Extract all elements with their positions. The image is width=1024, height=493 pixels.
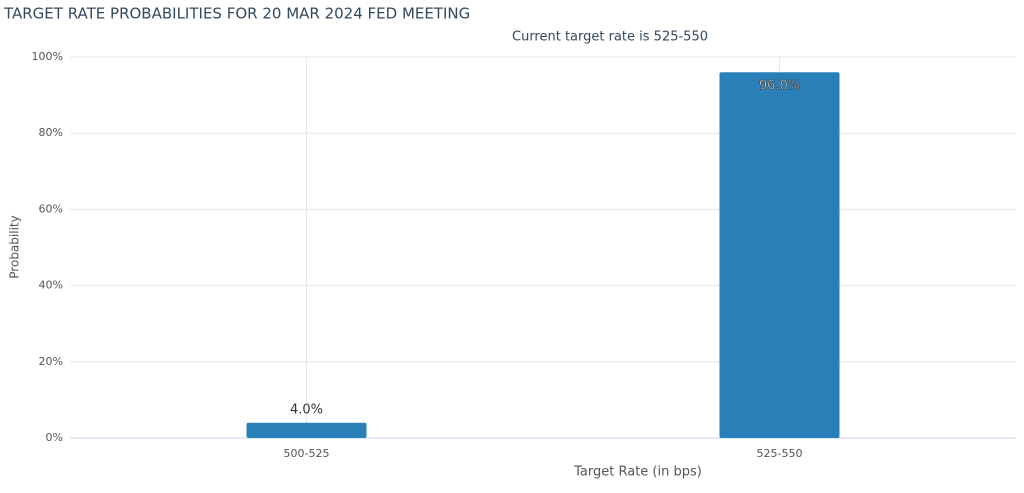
- y-tick-label: 40%: [39, 279, 63, 292]
- y-tick-label: 20%: [39, 355, 63, 368]
- x-tick-label: 525-550: [757, 447, 803, 460]
- y-tick-label: 60%: [39, 202, 63, 215]
- data-label: 96.0%: [759, 79, 800, 94]
- y-tick-label: 80%: [39, 126, 63, 139]
- chart-title: TARGET RATE PROBABILITIES FOR 20 MAR 202…: [3, 5, 470, 23]
- y-tick-label: 100%: [32, 50, 63, 63]
- bar: [246, 422, 367, 438]
- y-tick-label: 0%: [46, 431, 63, 444]
- bar: [719, 72, 840, 439]
- x-axis-label: Target Rate (in bps): [573, 465, 702, 480]
- x-tick-label: 500-525: [284, 447, 330, 460]
- data-label: 4.0%: [290, 402, 323, 417]
- y-axis-label: Probability: [8, 215, 22, 278]
- chart-subtitle: Current target rate is 525-550: [512, 30, 708, 45]
